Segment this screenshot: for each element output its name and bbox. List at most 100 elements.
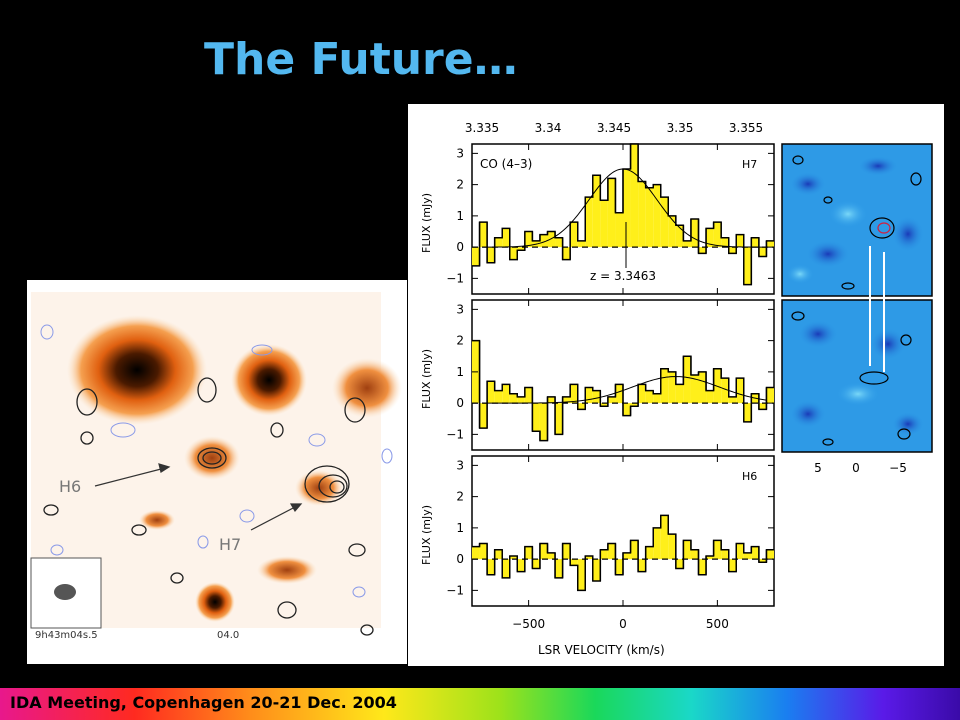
- galaxy-blob: [139, 510, 175, 530]
- spectrum-bar: [494, 237, 503, 248]
- x-axis-title: LSR VELOCITY (km/s): [538, 643, 665, 657]
- spectrum-bar: [615, 384, 623, 404]
- spectrum-bar: [675, 559, 684, 569]
- top-redshift-axis: 3.335 3.34 3.345 3.35 3.355: [465, 121, 763, 150]
- x-axis: −500 0 500: [512, 144, 729, 631]
- y-tick-label: 1: [456, 209, 464, 223]
- spectrum-bar: [509, 556, 518, 560]
- spectrum-bar: [502, 559, 510, 578]
- spectrum-bar: [555, 559, 563, 578]
- spectrum-bar: [472, 247, 480, 266]
- y-tick-label: 2: [456, 334, 464, 348]
- spectrum-bar: [638, 559, 646, 572]
- spectrum-bar: [706, 228, 714, 248]
- spectrum-bar: [683, 240, 691, 248]
- spectrum-bar: [623, 403, 631, 416]
- spectrum-bar: [592, 559, 601, 581]
- spectrum-bar: [517, 247, 525, 251]
- panel-frame: [471, 455, 775, 607]
- spectrum-bar: [585, 197, 593, 248]
- spectrum-bar: [623, 552, 631, 560]
- spectrum-bar: [630, 144, 639, 248]
- spectrum-bar: [653, 184, 661, 248]
- y-tick-label: −1: [446, 583, 464, 597]
- spectrum-bar: [766, 387, 774, 404]
- spectrum-bar: [607, 543, 616, 560]
- spectrum-bar: [562, 247, 571, 260]
- spectrum-bar: [547, 552, 556, 560]
- spectrum-bar: [600, 549, 608, 560]
- spectrum-panel-h6: H6: [471, 455, 775, 607]
- spectrum-bar: [585, 556, 593, 560]
- contour-map-svg: H6 H7 9h43m04s.5 04.0: [27, 280, 407, 664]
- contour-map-image: H6 H7 9h43m04s.5 04.0: [27, 280, 407, 664]
- spectrum-bar: [479, 543, 488, 560]
- spectrum-bar: [668, 371, 676, 404]
- y-axes: 3 2 1 0 −1 FLUX (mJy) 3 2 1 0 −1 FLUX (mJy) 3 2 1 0 −1 FL…: [420, 146, 774, 597]
- spectrum-bar: [630, 540, 639, 560]
- spectrum-bar: [728, 247, 737, 254]
- top-tick-label: 3.34: [535, 121, 562, 135]
- top-tick-label: 3.355: [729, 121, 763, 135]
- gaussian-fit-curve: [483, 168, 767, 248]
- ra-tick-left: 9h43m04s.5: [35, 630, 98, 641]
- spectrum-bar: [698, 371, 707, 404]
- galaxy-blob: [231, 344, 307, 416]
- spectrum-bar: [487, 247, 495, 263]
- spectrum-bar: [630, 403, 639, 407]
- spectrum-bar: [645, 187, 654, 248]
- spectrum-bar: [615, 212, 623, 248]
- spectrum-bar: [721, 549, 729, 560]
- spectrum-bar: [592, 175, 601, 248]
- spectrum-bar: [653, 527, 661, 560]
- contour-tick-label: −5: [889, 461, 907, 475]
- spectrum-bar: [585, 387, 593, 404]
- contour-map-h7: [781, 143, 933, 297]
- spectrum-bar: [690, 219, 699, 248]
- spectrum-bar: [766, 240, 774, 248]
- spectrum-bar: [539, 403, 548, 441]
- spectrum-bar: [713, 540, 722, 560]
- galaxy-blob: [332, 358, 402, 418]
- spectrum-panel-h7-lower: [471, 299, 775, 451]
- spectrum-bar: [660, 368, 669, 404]
- galaxy-blob: [195, 582, 235, 622]
- spectrum-bar: [721, 237, 729, 248]
- top-tick-label: 3.345: [597, 121, 631, 135]
- spectrum-bar: [690, 549, 699, 560]
- x-tick-label: 500: [706, 617, 729, 631]
- spectrum-bar: [487, 559, 495, 575]
- spectrum-bar: [524, 387, 533, 404]
- spectrum-bar: [638, 181, 646, 248]
- spectrum-bar: [698, 247, 707, 254]
- spectrum-bar: [743, 247, 752, 285]
- panel-frame: [471, 299, 775, 451]
- spectrum-bar: [600, 403, 608, 407]
- contour-tick-label: 0: [852, 461, 860, 475]
- spectrum-bar: [736, 543, 744, 560]
- panel-label: H6: [742, 470, 757, 483]
- spectrum-bar: [660, 515, 669, 560]
- spectrum-bar: [766, 549, 774, 560]
- spectrum-bar: [645, 390, 654, 404]
- y-tick-label: 2: [456, 178, 464, 192]
- spectrum-bar: [675, 225, 684, 248]
- spectrum-bars: [472, 514, 774, 592]
- y-tick-label: −1: [446, 427, 464, 441]
- spectra-figure: 3.335 3.34 3.345 3.35 3.355 CO (4–3) H7 z = …: [408, 104, 944, 666]
- spectrum-bar: [706, 390, 714, 404]
- spectrum-bar: [721, 378, 729, 404]
- top-tick-label: 3.335: [465, 121, 499, 135]
- spectrum-bar: [743, 552, 752, 560]
- y-tick-label: 1: [456, 521, 464, 535]
- footer-bar: IDA Meeting, Copenhagen 20-21 Dec. 2004: [0, 688, 960, 720]
- y-tick-label: 2: [456, 490, 464, 504]
- spectrum-bar: [736, 378, 744, 404]
- spectrum-bar: [577, 403, 586, 410]
- spectrum-bar: [524, 231, 533, 248]
- spectrum-bar: [494, 549, 503, 560]
- y-axis-title: FLUX (mJy): [420, 193, 433, 253]
- y-tick-label: 3: [456, 146, 464, 160]
- spectrum-bar: [517, 396, 525, 404]
- spectrum-bars: [472, 143, 774, 286]
